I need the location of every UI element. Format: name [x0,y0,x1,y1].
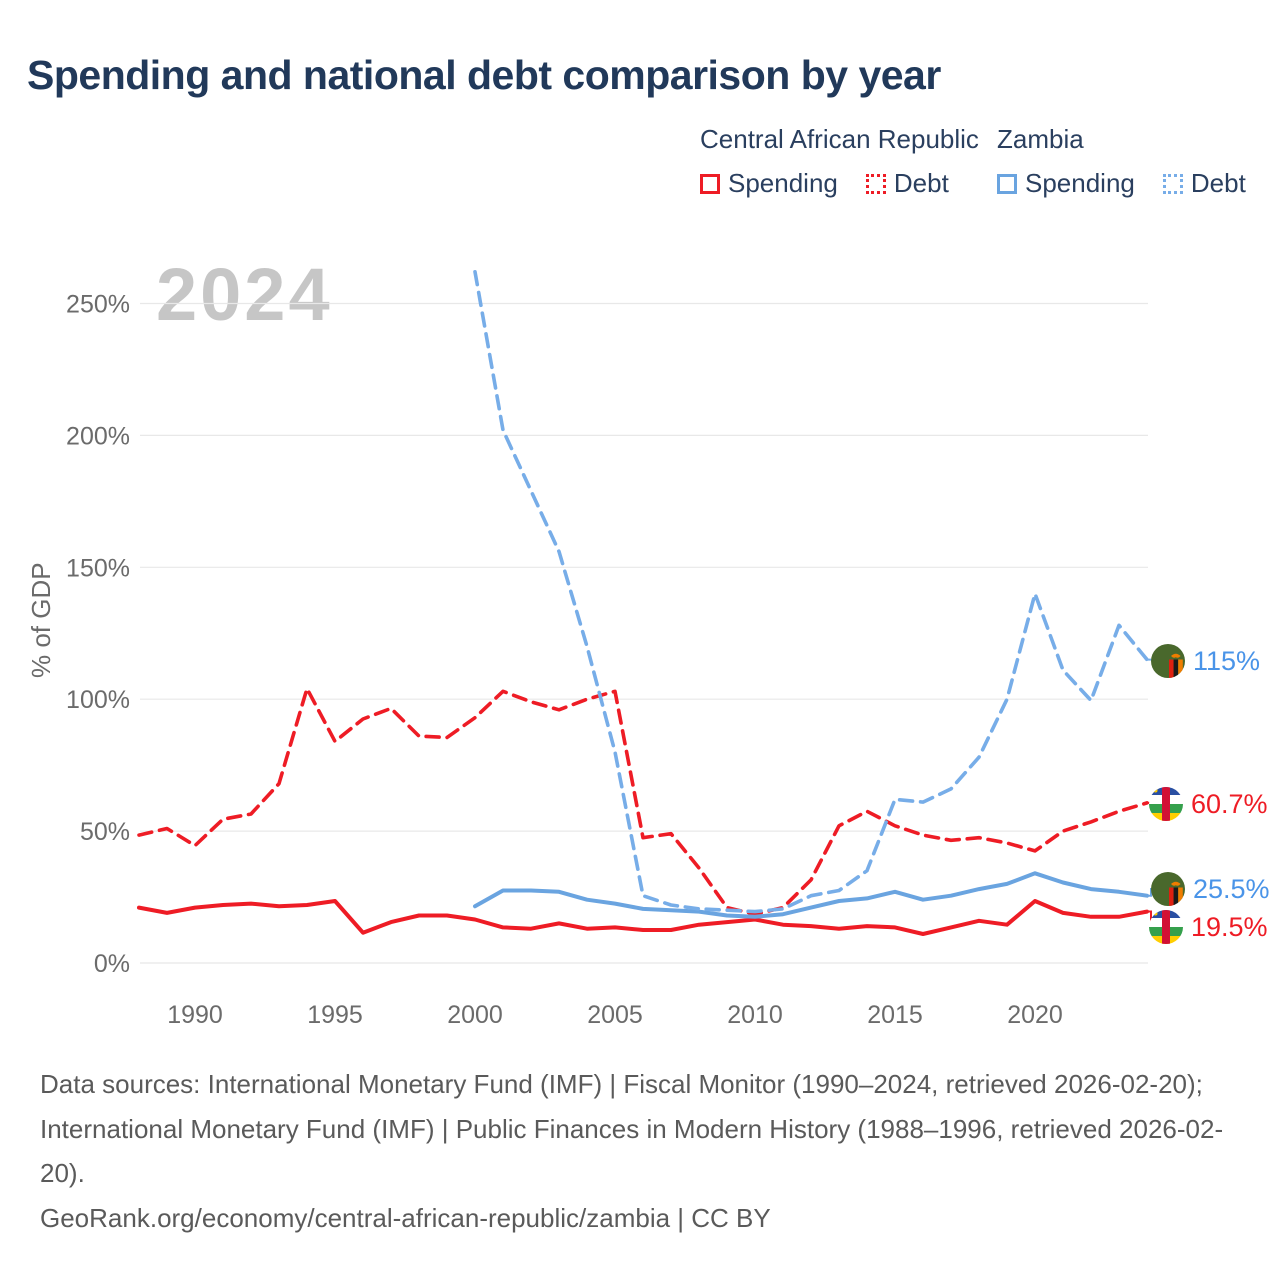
legend-items: Spending Debt [997,168,1246,199]
legend-item-label: Debt [1190,168,1246,198]
solid-line-swatch-icon [997,173,1017,194]
y-tick-label: 100% [66,686,130,714]
dotted-line-swatch-icon [1162,173,1183,194]
y-tick-label: 0% [94,950,130,978]
x-tick-label: 1990 [167,1001,223,1029]
end-label-car-debt: 60.7% [1148,786,1268,822]
watermark-year: 2024 [156,253,333,336]
central-african-republic-flag-icon [1149,910,1183,944]
legend-country-label: Central African Republic [700,124,979,154]
y-tick-label: 50% [80,818,130,846]
x-tick-label: 2005 [587,1001,643,1029]
end-value-label: 115% [1193,645,1261,676]
series-line-zambia-spending [473,871,1149,919]
attribution-link[interactable]: GeoRank.org/economy/central-african-repu… [40,1203,771,1234]
y-tick-label: 200% [66,422,130,450]
end-value-label: 25.5% [1193,873,1270,904]
legend-item-label: Debt [893,168,949,198]
dotted-line-swatch-icon [865,173,886,194]
zambia-flag-icon [1151,872,1185,906]
series-line-zambia-debt [473,269,1149,914]
x-tick-label: 1995 [307,1001,363,1029]
legend-items: Spending Debt [700,168,979,199]
end-label-car-spending: 19.5% [1148,909,1268,945]
legend-item-car-debt[interactable]: Debt [865,168,949,199]
end-value-label: 60.7% [1191,788,1268,819]
x-tick-label: 2000 [447,1001,503,1029]
legend: Central African Republic Spending Debt Z… [0,124,1280,204]
series-line-car-debt [137,686,1149,917]
page-title: Spending and national debt comparison by… [27,52,941,98]
central-african-republic-flag-icon [1149,787,1183,821]
end-value-label: 19.5% [1191,911,1268,942]
legend-item-car-spending[interactable]: Spending [700,168,838,199]
y-tick-label: 150% [66,554,130,582]
zambia-flag-icon [1151,644,1185,678]
legend-item-label: Spending [728,168,838,198]
legend-group-zambia: Zambia Spending Debt [997,124,1246,199]
x-tick-label: 2015 [867,1001,923,1029]
x-tick-label: 2020 [1007,1001,1063,1029]
end-label-zambia-spending: 25.5% [1150,871,1270,907]
solid-line-swatch-icon [700,173,720,194]
y-tick-label: 250% [66,291,130,319]
legend-group-car: Central African Republic Spending Debt [700,124,979,199]
footer: Data sources: International Monetary Fun… [40,1062,1240,1241]
legend-country-label: Zambia [997,124,1084,154]
legend-item-zambia-debt[interactable]: Debt [1162,168,1246,199]
end-label-zambia-debt: 115% [1150,643,1260,679]
data-sources-text: Data sources: International Monetary Fun… [40,1069,1224,1189]
x-tick-label: 2010 [727,1001,783,1029]
legend-item-zambia-spending[interactable]: Spending [997,168,1135,199]
legend-item-label: Spending [1025,168,1135,198]
series-line-car-spending [137,899,1149,936]
